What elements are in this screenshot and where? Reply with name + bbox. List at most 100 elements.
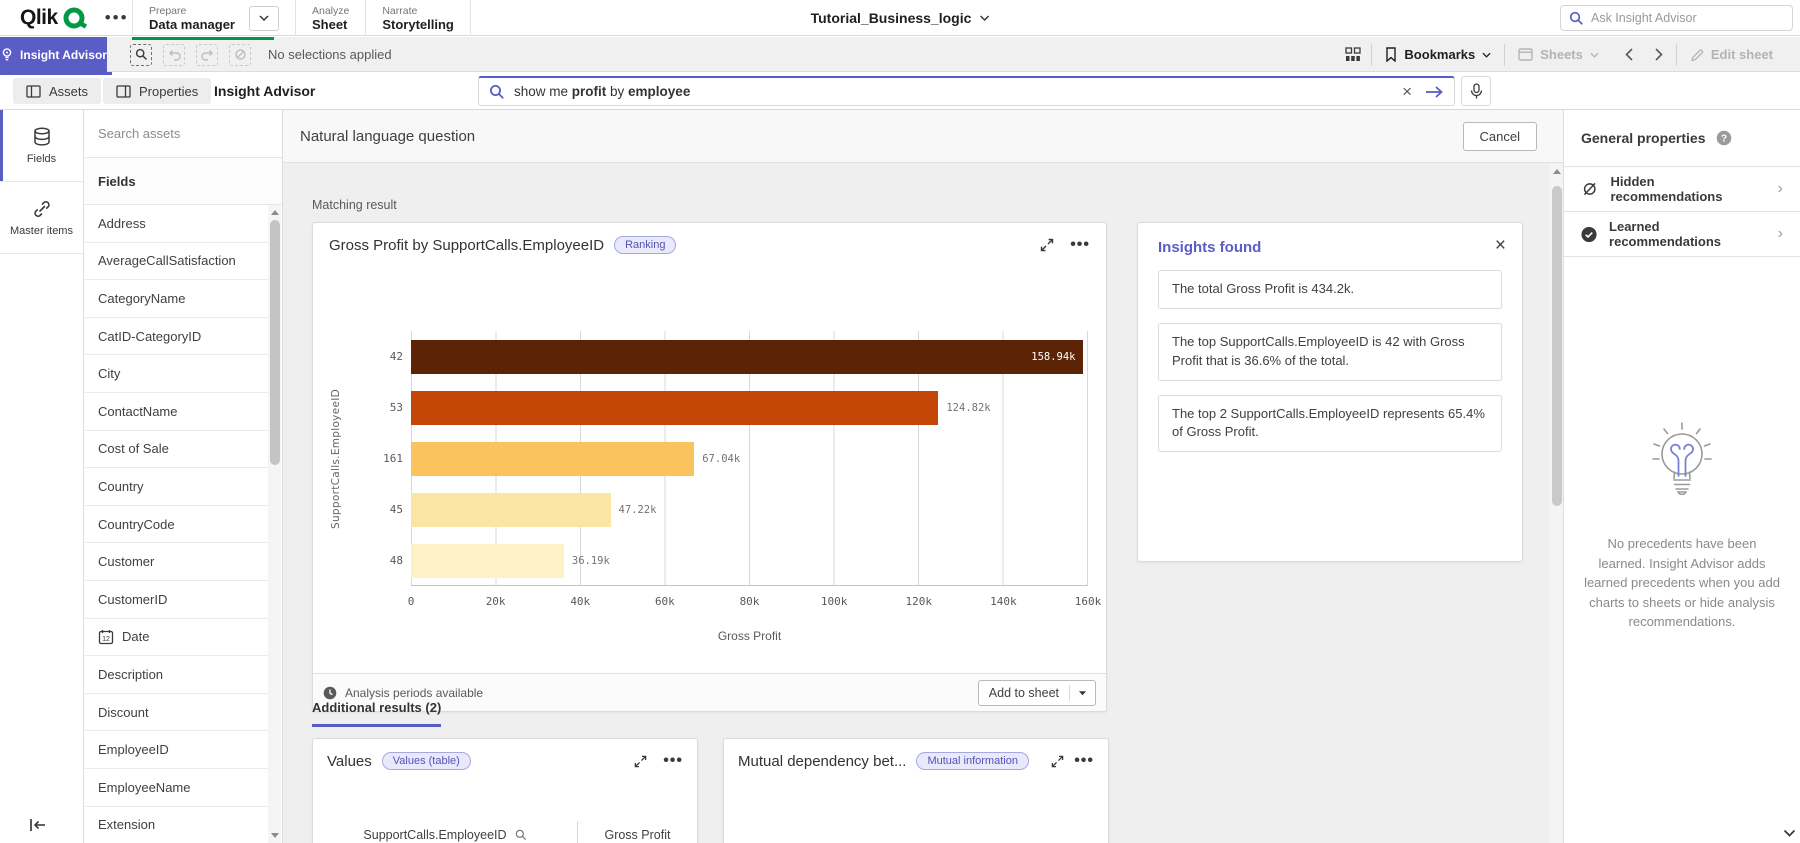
- field-item[interactable]: Customer: [85, 543, 268, 581]
- close-icon[interactable]: ×: [1494, 235, 1506, 256]
- bar[interactable]: 158.94k: [411, 339, 1083, 374]
- bar-chart[interactable]: SupportCalls.EmployeeID 42 158.94k 53 12…: [329, 267, 1101, 673]
- learned-recommendations-row[interactable]: Learned recommendations ›: [1564, 212, 1800, 257]
- fields-section-header: Fields: [85, 158, 282, 205]
- field-item[interactable]: CountryCode: [85, 506, 268, 544]
- assets-search[interactable]: [85, 110, 282, 158]
- field-item[interactable]: City: [85, 355, 268, 393]
- field-item[interactable]: CatID-CategoryID: [85, 318, 268, 356]
- category-label: 53: [389, 401, 403, 414]
- left-icon-rail: Fields Master items: [0, 110, 84, 843]
- field-item-date[interactable]: 12 Date: [85, 619, 268, 657]
- chart-menu-icon[interactable]: •••: [1074, 752, 1094, 769]
- rail-tab-master-items[interactable]: Master items: [0, 182, 83, 254]
- scrollbar-thumb[interactable]: [269, 220, 280, 465]
- prepare-dropdown-button[interactable]: [248, 5, 279, 31]
- assets-panel-icon: [26, 84, 41, 98]
- bookmarks-menu[interactable]: Bookmarks: [1372, 44, 1504, 66]
- field-item[interactable]: EmployeeName: [85, 769, 268, 807]
- learned-precedents-empty-state: No precedents have been learned. Insight…: [1564, 420, 1800, 632]
- field-item[interactable]: Cost of Sale: [85, 431, 268, 469]
- field-item[interactable]: Country: [85, 468, 268, 506]
- more-menu-icon[interactable]: •••: [104, 8, 129, 27]
- field-item[interactable]: ContactName: [85, 393, 268, 431]
- app-title-menu[interactable]: Tutorial_Business_logic: [811, 0, 990, 36]
- collapse-panel-icon[interactable]: [28, 817, 47, 833]
- mutual-card-title: Mutual dependency bet...: [738, 752, 907, 770]
- nav-eyebrow: Narrate: [382, 4, 418, 17]
- edit-sheet-button[interactable]: Edit sheet: [1677, 44, 1786, 66]
- scrollbar-thumb[interactable]: [1551, 186, 1562, 506]
- search-icon: [489, 84, 505, 100]
- expand-chart-icon[interactable]: [1051, 755, 1064, 768]
- properties-panel-toggle[interactable]: Properties: [103, 78, 212, 104]
- fields-scrollbar[interactable]: [268, 205, 281, 843]
- expand-chart-icon[interactable]: [634, 755, 647, 768]
- global-search-input[interactable]: [1591, 11, 1784, 25]
- smart-search-selections-icon[interactable]: [130, 43, 152, 66]
- expand-chart-icon[interactable]: [1040, 238, 1054, 252]
- field-item[interactable]: Address: [85, 205, 268, 243]
- cancel-button[interactable]: Cancel: [1462, 122, 1537, 151]
- chart-menu-icon[interactable]: •••: [663, 752, 683, 769]
- clear-selections-icon[interactable]: [229, 43, 251, 66]
- link-icon: [33, 200, 50, 217]
- step-back-selection-icon[interactable]: [163, 43, 185, 66]
- nav-narrate-storytelling[interactable]: Narrate Storytelling: [366, 0, 471, 36]
- global-ask-insight-advisor-search[interactable]: [1560, 5, 1793, 31]
- bar-row: 53 124.82k: [390, 382, 1087, 433]
- panel-scroll-down-icon[interactable]: [1783, 829, 1796, 837]
- voice-query-button[interactable]: [1461, 76, 1491, 106]
- field-item[interactable]: AverageCallSatisfaction: [85, 243, 268, 281]
- query-text: show me profit by employee: [514, 84, 691, 99]
- hidden-recommendations-row[interactable]: Hidden recommendations ›: [1564, 167, 1800, 212]
- nav-analyze-sheet[interactable]: Analyze Sheet: [296, 0, 367, 36]
- chevron-down-icon[interactable]: [1069, 684, 1095, 701]
- search-icon[interactable]: [515, 829, 527, 841]
- nl-query-input[interactable]: show me profit by employee ×: [478, 76, 1455, 106]
- field-item[interactable]: Extension: [85, 807, 268, 843]
- database-icon: [33, 126, 50, 146]
- chart-suggestions-icon[interactable]: [1345, 47, 1362, 62]
- field-item[interactable]: Discount: [85, 694, 268, 732]
- fields-list: Address AverageCallSatisfaction Category…: [85, 205, 282, 843]
- bar[interactable]: [411, 390, 939, 425]
- selections-status: No selections applied: [268, 47, 392, 62]
- chart-menu-icon[interactable]: •••: [1070, 236, 1090, 253]
- nav-prepare-data-manager[interactable]: Prepare Data manager: [132, 0, 296, 40]
- svg-text:?: ?: [1720, 134, 1726, 145]
- chevron-right-icon: ›: [1777, 180, 1783, 197]
- insight-advisor-header: Assets Properties Insight Advisor show m…: [0, 72, 1800, 110]
- step-forward-selection-icon[interactable]: [196, 43, 218, 66]
- submit-query-icon[interactable]: [1425, 85, 1444, 99]
- scroll-up-icon[interactable]: [1553, 169, 1561, 174]
- main-scrollbar[interactable]: [1550, 164, 1563, 843]
- tab-additional-results[interactable]: Additional results (2): [312, 700, 442, 727]
- eye-off-icon: [1583, 182, 1596, 196]
- field-item[interactable]: CategoryName: [85, 280, 268, 318]
- insight-item: The total Gross Profit is 434.2k.: [1158, 270, 1502, 309]
- add-to-sheet-button[interactable]: Add to sheet: [977, 679, 1096, 706]
- scroll-down-icon[interactable]: [271, 833, 279, 838]
- assets-panel-toggle[interactable]: Assets: [13, 78, 102, 104]
- field-item[interactable]: CustomerID: [85, 581, 268, 619]
- bar[interactable]: [411, 543, 564, 578]
- field-item[interactable]: EmployeeID: [85, 731, 268, 769]
- previous-sheet-icon[interactable]: [1625, 48, 1633, 61]
- assets-search-input[interactable]: [98, 126, 269, 141]
- values-table-header: SupportCalls.EmployeeID Gross Profit: [313, 821, 697, 843]
- sheets-menu[interactable]: Sheets: [1505, 44, 1612, 66]
- clear-query-icon[interactable]: ×: [1402, 81, 1412, 101]
- scroll-up-icon[interactable]: [271, 210, 279, 215]
- nav-label: Sheet: [311, 16, 348, 32]
- chevron-down-icon: [1482, 52, 1491, 58]
- rail-tab-fields[interactable]: Fields: [0, 110, 83, 182]
- bar[interactable]: [411, 492, 611, 527]
- next-sheet-icon[interactable]: [1655, 48, 1663, 61]
- help-icon[interactable]: ?: [1716, 130, 1732, 146]
- bar[interactable]: [411, 441, 695, 476]
- insight-advisor-button[interactable]: Insight Advisor: [0, 37, 107, 72]
- field-item[interactable]: Description: [85, 656, 268, 694]
- clock-icon: [323, 686, 337, 699]
